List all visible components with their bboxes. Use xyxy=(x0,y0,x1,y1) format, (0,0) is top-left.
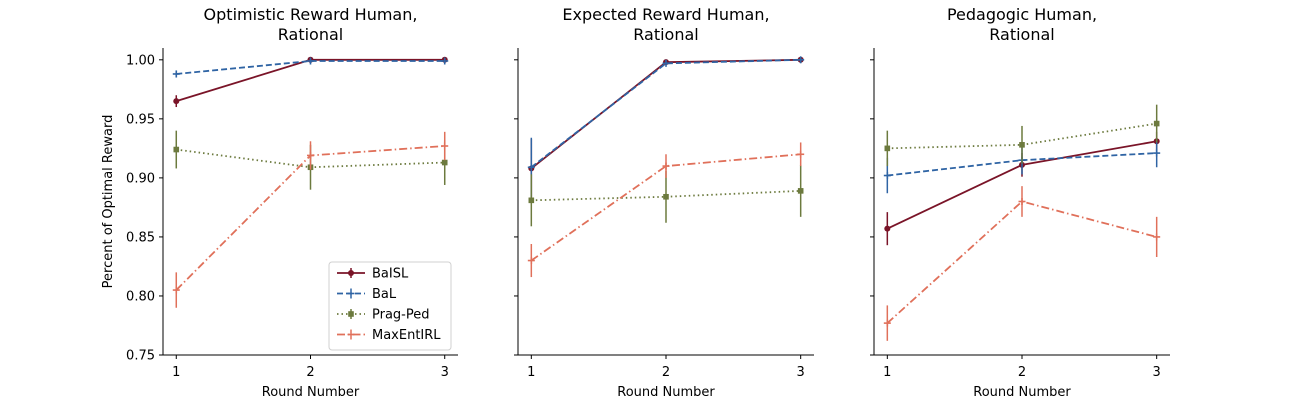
legend-marker xyxy=(348,311,354,317)
data-point xyxy=(527,163,535,171)
data-point xyxy=(884,145,891,152)
y-tick-label: 0.95 xyxy=(126,112,155,127)
chart-title: Optimistic Reward Human, xyxy=(204,5,418,24)
series-prag-ped xyxy=(528,164,804,227)
data-point xyxy=(797,150,805,158)
legend-marker xyxy=(348,270,354,276)
y-tick-label: 0.80 xyxy=(126,289,155,304)
x-tick-label: 3 xyxy=(797,365,805,380)
series-prag-ped xyxy=(884,104,1160,167)
chart-panel-2: 1 2 3 Expected Reward Human,Rational Round N… xyxy=(514,5,814,400)
x-tick-label: 2 xyxy=(662,365,670,380)
data-point xyxy=(797,56,805,64)
data-point xyxy=(883,319,891,327)
data-point xyxy=(1153,233,1161,241)
data-point xyxy=(527,257,535,265)
x-axis-label: Round Number xyxy=(617,385,715,400)
chart-panel-3: 1 2 3 Pedagogic Human,Rational Round Number xyxy=(870,5,1170,400)
data-point xyxy=(173,146,180,153)
x-tick-label: 2 xyxy=(306,365,314,380)
legend-label: MaxEntIRL xyxy=(372,328,441,343)
series-bal xyxy=(172,57,449,78)
data-point xyxy=(797,188,804,194)
series-maxentirl xyxy=(172,131,449,308)
chart-title: Rational xyxy=(989,25,1054,44)
x-tick-label: 3 xyxy=(1153,365,1161,380)
legend-item-baisl: BaISL xyxy=(337,267,409,282)
series-line xyxy=(530,153,801,262)
series-line xyxy=(530,58,801,168)
series-line xyxy=(886,200,1157,324)
x-tick-label: 1 xyxy=(172,365,180,380)
x-tick-label: 2 xyxy=(1018,365,1026,380)
series-maxentirl xyxy=(883,186,1161,341)
data-point xyxy=(528,197,535,204)
data-point xyxy=(441,159,448,166)
data-point xyxy=(662,162,670,170)
series-line xyxy=(176,58,445,102)
x-tick-label: 1 xyxy=(883,365,891,380)
chart-title: Expected Reward Human, xyxy=(562,5,769,24)
data-point xyxy=(307,57,314,65)
data-point xyxy=(173,98,180,105)
data-point xyxy=(663,193,669,200)
legend-item-bal: BaL xyxy=(337,287,397,302)
legend-item-maxentirl: MaxEntIRL xyxy=(337,328,441,343)
chart-title: Rational xyxy=(633,25,698,44)
legend-box xyxy=(328,261,452,351)
legend-label: BaISL xyxy=(372,267,409,282)
y-tick-label: 0.85 xyxy=(126,230,155,245)
data-point xyxy=(884,225,891,232)
data-point xyxy=(441,57,449,65)
x-axis-label: Round Number xyxy=(973,385,1071,400)
chart-title: Rational xyxy=(278,25,343,44)
x-tick-label: 1 xyxy=(527,365,535,380)
data-point xyxy=(172,286,180,294)
data-point xyxy=(1019,142,1025,148)
y-tick-label: 0.75 xyxy=(126,349,155,364)
chart-title: Pedagogic Human, xyxy=(947,5,1097,24)
data-point xyxy=(1153,149,1161,157)
data-point xyxy=(172,70,180,78)
legend-label: BaL xyxy=(372,287,397,302)
x-tick-label: 3 xyxy=(441,365,449,380)
y-tick-label: 1.00 xyxy=(126,53,155,68)
series-maxentirl xyxy=(527,142,805,278)
series-line xyxy=(530,58,801,170)
y-axis-label: Percent of Optimal Reward xyxy=(101,115,116,289)
data-point xyxy=(1153,120,1160,127)
x-axis-label: Round Number xyxy=(262,385,360,400)
data-point xyxy=(883,172,891,180)
data-point xyxy=(1018,198,1026,205)
chart-panel-1: 0.75 0.80 0.85 0.90 0.95 1.00 1 2 3 Optimistic Re… xyxy=(101,5,458,400)
legend-item-prag-ped: Prag-Ped xyxy=(337,308,430,323)
data-point xyxy=(662,59,670,67)
data-point xyxy=(441,142,449,150)
legend: BaISL BaL Prag-Ped MaxEntIRL xyxy=(328,261,452,351)
data-point xyxy=(307,151,314,159)
y-tick-label: 0.90 xyxy=(126,171,155,186)
series-line xyxy=(887,122,1157,150)
legend-label: Prag-Ped xyxy=(372,308,430,323)
